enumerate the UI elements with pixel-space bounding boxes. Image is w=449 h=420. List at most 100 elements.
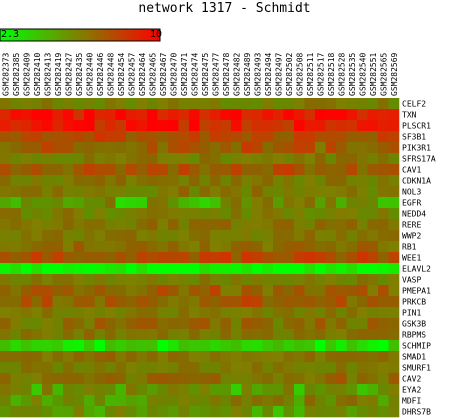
heatmap-cell (168, 318, 179, 330)
heatmap-cell (262, 395, 274, 407)
heatmap-cell (378, 241, 389, 253)
heatmap-cell (147, 384, 158, 396)
heatmap-cell (147, 362, 158, 374)
heatmap-cell (115, 274, 127, 286)
heatmap-cell (31, 329, 43, 341)
heatmap-cell (252, 208, 263, 220)
heatmap-cell (210, 208, 221, 220)
heatmap-cell (357, 252, 368, 264)
heatmap-cell (304, 274, 316, 286)
heatmap-cell (178, 164, 190, 176)
heatmap-cell (31, 197, 43, 209)
heatmap-cell (199, 219, 211, 231)
heatmap-cell (294, 241, 305, 253)
column-label: GSM282465 (148, 52, 157, 96)
heatmap-cell (31, 395, 43, 407)
column-label: GSM282385 (12, 52, 21, 96)
heatmap-cell (168, 329, 179, 341)
heatmap-cell (0, 373, 11, 385)
heatmap-cell (94, 230, 106, 242)
heatmap-cell (283, 98, 295, 110)
heatmap-cell (367, 230, 379, 242)
heatmap-cell (115, 373, 127, 385)
heatmap-cell (294, 274, 305, 286)
heatmap-cell (52, 274, 64, 286)
column-label: GSM282454 (117, 52, 126, 96)
heatmap-cell (10, 230, 22, 242)
heatmap-cell (94, 296, 106, 308)
heatmap-cell (367, 285, 379, 297)
heatmap-cell (357, 395, 368, 407)
heatmap-cell (10, 274, 22, 286)
row-label: CELF2 (402, 100, 426, 109)
heatmap-cell (294, 351, 305, 363)
heatmap-cell (136, 406, 148, 418)
heatmap-cell (294, 373, 305, 385)
heatmap-cell (294, 285, 305, 297)
heatmap-cell (294, 395, 305, 407)
heatmap-cell (94, 186, 106, 198)
heatmap-cell (241, 318, 253, 330)
heatmap-cell (105, 131, 116, 143)
heatmap-cell (294, 263, 305, 275)
heatmap-cell (210, 329, 221, 341)
heatmap-cell (126, 406, 137, 418)
heatmap-cell (115, 340, 127, 352)
heatmap-cell (388, 219, 400, 231)
heatmap-cell (10, 241, 22, 253)
heatmap-cell (73, 120, 85, 132)
heatmap-cell (220, 296, 232, 308)
heatmap-cell (210, 263, 221, 275)
heatmap-cell (241, 120, 253, 132)
heatmap-cell (283, 406, 295, 418)
heatmap-cell (136, 230, 148, 242)
heatmap-cell (210, 285, 221, 297)
heatmap-cell (231, 208, 242, 220)
heatmap-cell (283, 263, 295, 275)
heatmap-cell (357, 230, 368, 242)
heatmap-cell (273, 296, 284, 308)
heatmap-cell (252, 351, 263, 363)
heatmap-cell (262, 197, 274, 209)
heatmap-cell (210, 241, 221, 253)
heatmap-cell (231, 219, 242, 231)
heatmap-cell (157, 98, 169, 110)
heatmap-cell (367, 263, 379, 275)
heatmap-cell (283, 329, 295, 341)
heatmap-cell (168, 373, 179, 385)
heatmap-cell (94, 373, 106, 385)
heatmap-cell (126, 197, 137, 209)
heatmap-cell (73, 186, 85, 198)
column-label: GSM282511 (306, 52, 315, 96)
heatmap-cell (378, 153, 389, 165)
heatmap-cell (325, 318, 337, 330)
heatmap-cell (336, 384, 347, 396)
heatmap-cell (210, 351, 221, 363)
heatmap-cell (388, 340, 400, 352)
heatmap-cell (21, 109, 32, 121)
heatmap-cell (283, 164, 295, 176)
heatmap-cell (73, 285, 85, 297)
heatmap-cell (10, 252, 22, 264)
heatmap-cell (21, 230, 32, 242)
heatmap-cell (157, 406, 169, 418)
heatmap-cell (241, 230, 253, 242)
heatmap-cell (273, 406, 284, 418)
heatmap-cell (168, 175, 179, 187)
heatmap-cell (136, 395, 148, 407)
heatmap-cell (283, 120, 295, 132)
heatmap-cell (357, 241, 368, 253)
heatmap-cell (283, 373, 295, 385)
heatmap-cell (220, 307, 232, 319)
heatmap-cell (336, 98, 347, 110)
row-label: SCHMIP (402, 342, 431, 351)
heatmap-cell (84, 230, 95, 242)
heatmap-cell (84, 208, 95, 220)
heatmap-cell (147, 197, 158, 209)
heatmap-cell (241, 351, 253, 363)
heatmap-cell (315, 241, 326, 253)
heatmap-cell (157, 208, 169, 220)
heatmap-cell (283, 252, 295, 264)
heatmap-cell (273, 362, 284, 374)
heatmap-cell (157, 340, 169, 352)
